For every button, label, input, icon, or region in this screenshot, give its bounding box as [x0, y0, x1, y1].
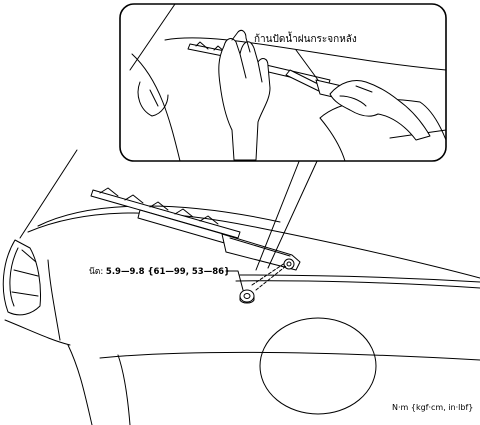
wiper-arm [221, 233, 301, 271]
inset-content [129, 3, 447, 162]
units-label: N·m {kgf·cm, in·lbf} [392, 403, 474, 412]
wiper-blade [90, 187, 241, 245]
pivot-nut [239, 289, 255, 304]
callout-connectors [255, 158, 319, 271]
pointer-lines [251, 262, 287, 291]
torque-leader [225, 270, 244, 291]
torque-spec: น๊ต: 5.9—9.8 {61—99, 53—86} [89, 268, 230, 277]
callout-label-wiper-arm: ก้านปัดน้ำฝนกระจกหลัง [254, 34, 357, 45]
lid-circle [259, 317, 377, 415]
tail-lamp [2, 239, 41, 316]
torque-value: 5.9—9.8 {61—99, 53—86} [105, 267, 231, 277]
torque-prefix: น๊ต: [89, 267, 104, 277]
